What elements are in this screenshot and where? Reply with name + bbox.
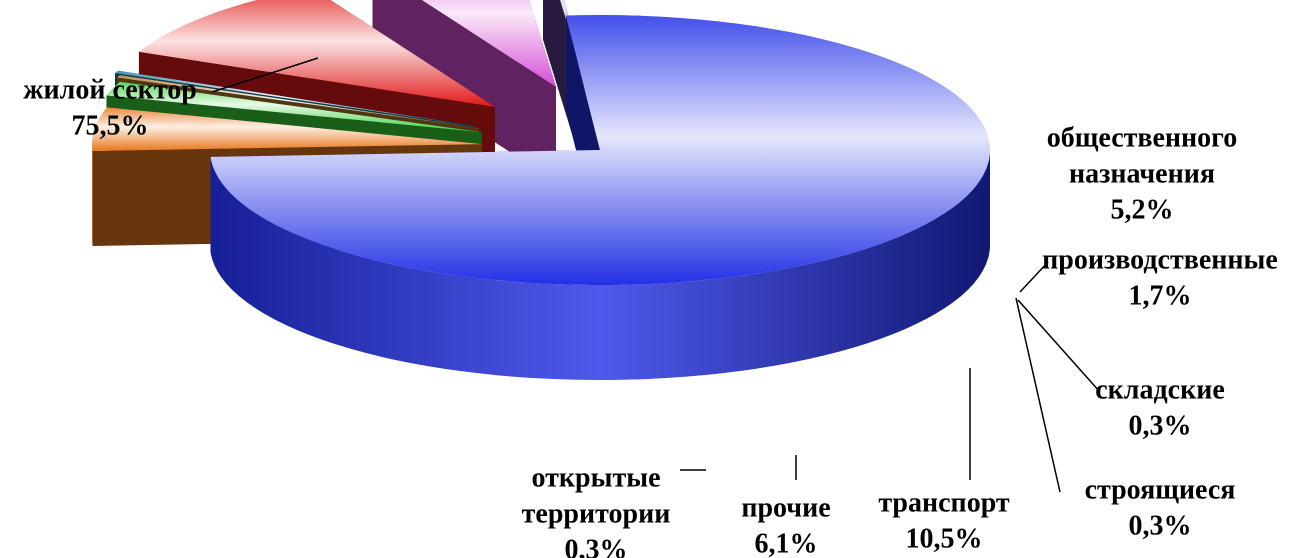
- slice-name-label: назначения: [1069, 158, 1215, 189]
- slice-value-label: 0,3%: [1129, 410, 1192, 441]
- leader-line: [1016, 298, 1060, 492]
- slice-name-label: жилой сектор: [23, 74, 197, 105]
- slice-name-label: прочие: [741, 492, 830, 523]
- slice-value-label: 0,3%: [1129, 510, 1192, 541]
- leader-line: [1018, 300, 1100, 392]
- slice-value-label: 0,3%: [565, 534, 628, 558]
- slice-side: [92, 144, 93, 246]
- slice-name-label: территории: [522, 498, 671, 529]
- slice-value-label: 10,5%: [906, 523, 983, 554]
- slice-name-label: транспорт: [878, 487, 1010, 518]
- slices-layer: [92, 0, 990, 380]
- slice-value-label: 1,7%: [1129, 280, 1192, 311]
- slice-value-label: 6,1%: [755, 528, 818, 558]
- slice-name-label: складские: [1095, 374, 1225, 405]
- slice-value-label: 5,2%: [1111, 194, 1174, 225]
- slice-name-label: строящиеся: [1085, 474, 1236, 505]
- slice-name-label: общественного: [1047, 122, 1237, 153]
- slice-name-label: производственные: [1042, 244, 1278, 275]
- slice-name-label: открытые: [532, 462, 661, 493]
- slice-value-label: 75,5%: [72, 110, 149, 141]
